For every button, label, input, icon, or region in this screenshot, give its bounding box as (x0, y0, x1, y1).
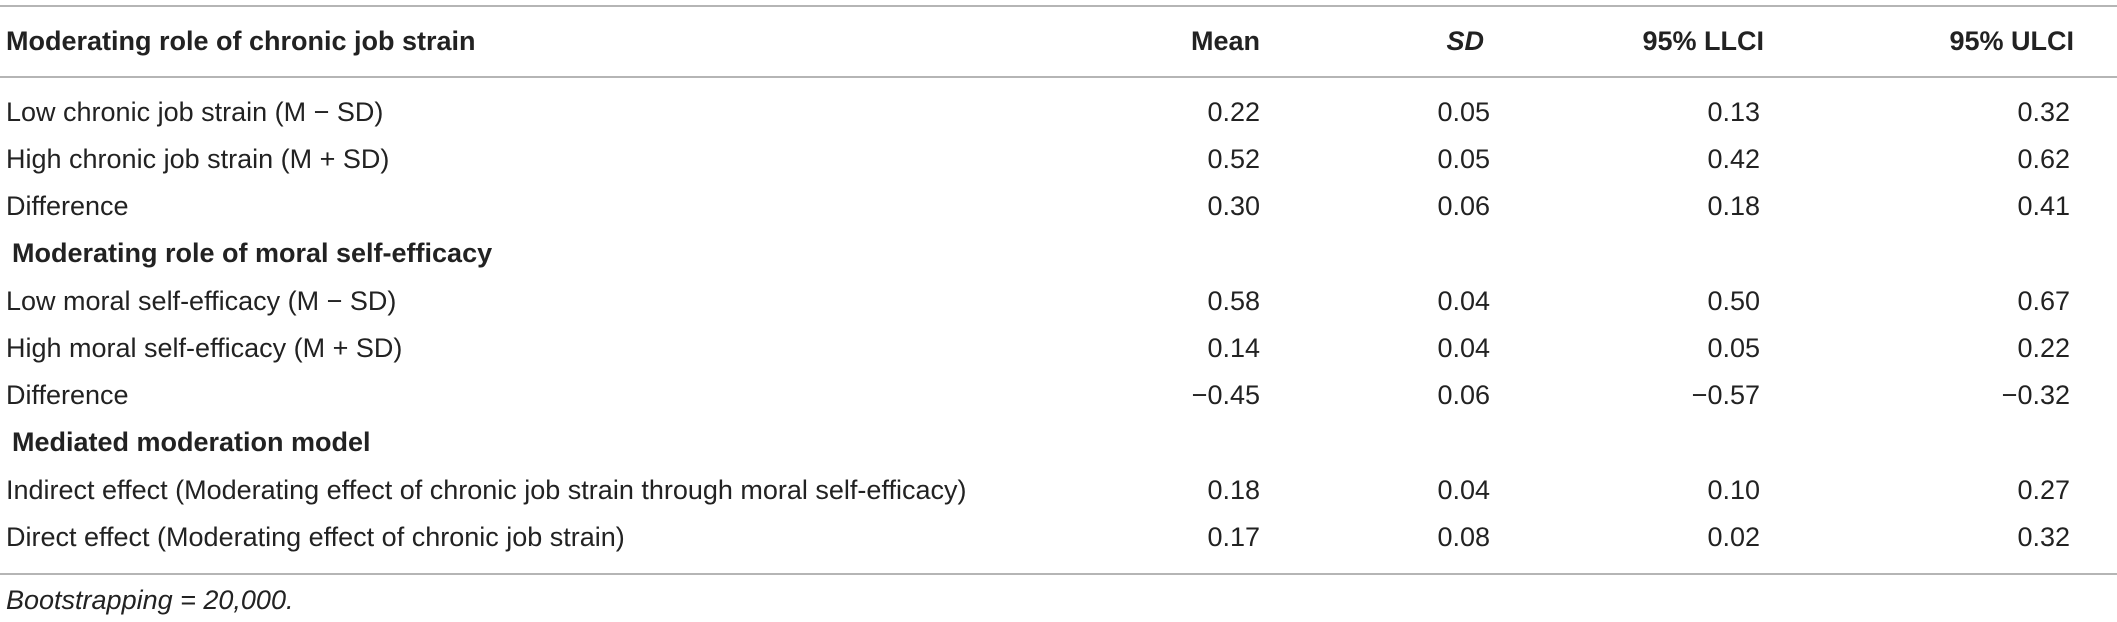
row-llci: 0.42 (1707, 144, 1760, 174)
row-sd: 0.06 (1437, 191, 1490, 221)
header-label: Moderating role of chronic job strain (6, 26, 476, 56)
row-llci: 0.50 (1707, 286, 1760, 316)
table-bottom-rule (0, 573, 2117, 575)
row-ulci: 0.62 (2017, 144, 2070, 174)
table-row: Direct effect (Moderating effect of chro… (0, 514, 2117, 561)
header-mean: Mean (1190, 26, 1260, 56)
row-ulci: 0.41 (2017, 191, 2070, 221)
row-llci: 0.02 (1707, 522, 1760, 552)
table-row: Indirect effect (Moderating effect of ch… (0, 467, 2117, 514)
row-ulci: 0.32 (2017, 522, 2070, 552)
header-llci: 95% LLCI (1642, 26, 1764, 56)
table-row: Difference 0.30 0.06 0.18 0.41 (0, 183, 2117, 230)
row-label: High chronic job strain (M + SD) (6, 144, 390, 174)
row-mean: 0.58 (1207, 286, 1260, 316)
row-sd: 0.04 (1437, 475, 1490, 505)
section-heading: Moderating role of moral self-efficacy (12, 238, 493, 268)
section-heading-row: Mediated moderation model (0, 419, 2117, 466)
table-row: Difference −0.45 0.06 −0.57 −0.32 (0, 372, 2117, 419)
row-ulci: 0.27 (2017, 475, 2070, 505)
table-row: High chronic job strain (M + SD) 0.52 0.… (0, 136, 2117, 183)
row-ulci: 0.67 (2017, 286, 2070, 316)
row-sd: 0.05 (1437, 144, 1490, 174)
row-sd: 0.04 (1437, 333, 1490, 363)
table-header-rule (0, 76, 2117, 78)
row-llci: −0.57 (1691, 380, 1760, 410)
row-mean: 0.17 (1207, 522, 1260, 552)
row-mean: 0.30 (1207, 191, 1260, 221)
table-header-row: Moderating role of chronic job strain Me… (0, 18, 2117, 64)
row-label: Low moral self-efficacy (M − SD) (6, 286, 397, 316)
section-heading-row: Moderating role of moral self-efficacy (0, 230, 2117, 277)
table-row: Low moral self-efficacy (M − SD) 0.58 0.… (0, 278, 2117, 325)
table-footnote: Bootstrapping = 20,000. (6, 585, 294, 615)
row-llci: 0.13 (1707, 97, 1760, 127)
row-label: Difference (6, 380, 129, 410)
row-ulci: −0.32 (2001, 380, 2070, 410)
row-label: Low chronic job strain (M − SD) (6, 97, 384, 127)
row-sd: 0.04 (1437, 286, 1490, 316)
row-label: Direct effect (Moderating effect of chro… (6, 522, 625, 552)
header-sd: SD (1446, 26, 1484, 56)
row-mean: −0.45 (1191, 380, 1260, 410)
row-sd: 0.05 (1437, 97, 1490, 127)
row-sd: 0.08 (1437, 522, 1490, 552)
row-ulci: 0.32 (2017, 97, 2070, 127)
row-mean: 0.18 (1207, 475, 1260, 505)
table-top-rule (0, 5, 2117, 7)
row-label: Indirect effect (Moderating effect of ch… (6, 475, 967, 505)
header-ulci: 95% ULCI (1949, 26, 2074, 56)
row-ulci: 0.22 (2017, 333, 2070, 363)
row-llci: 0.10 (1707, 475, 1760, 505)
row-label: Difference (6, 191, 129, 221)
row-mean: 0.22 (1207, 97, 1260, 127)
table-row: Low chronic job strain (M − SD) 0.22 0.0… (0, 89, 2117, 136)
row-llci: 0.18 (1707, 191, 1760, 221)
row-sd: 0.06 (1437, 380, 1490, 410)
row-mean: 0.52 (1207, 144, 1260, 174)
section-heading: Mediated moderation model (12, 427, 371, 457)
table-row: High moral self-efficacy (M + SD) 0.14 0… (0, 325, 2117, 372)
row-mean: 0.14 (1207, 333, 1260, 363)
row-label: High moral self-efficacy (M + SD) (6, 333, 403, 363)
row-llci: 0.05 (1707, 333, 1760, 363)
